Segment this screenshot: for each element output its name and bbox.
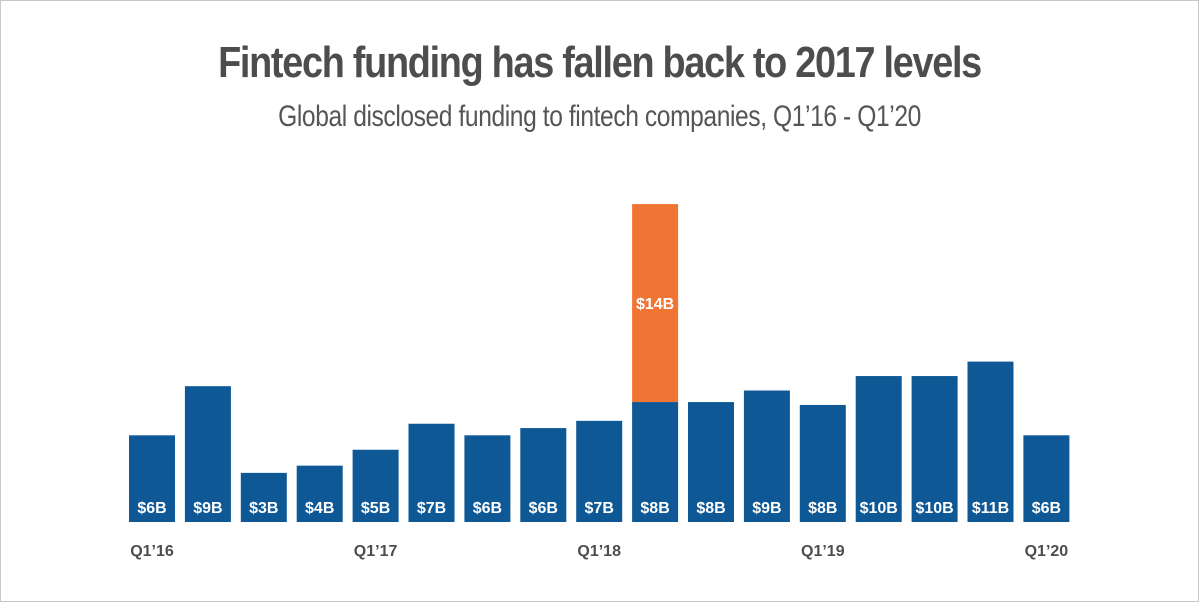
highlight-bar-segment bbox=[632, 204, 679, 403]
bar-value-label: $10B bbox=[860, 500, 898, 517]
bar bbox=[632, 402, 679, 522]
highlight-value-label: $14B bbox=[636, 296, 674, 313]
bar-value-label: $6B bbox=[1032, 500, 1061, 517]
bar-value-label: $5B bbox=[361, 500, 390, 517]
chart-title: Fintech funding has fallen back to 2017 … bbox=[218, 38, 982, 87]
bar bbox=[799, 404, 846, 522]
x-tick-label: Q1’20 bbox=[1025, 543, 1069, 560]
bar-value-label: $8B bbox=[640, 500, 669, 517]
bar bbox=[352, 449, 399, 522]
bar-value-label: $8B bbox=[696, 500, 725, 517]
bar bbox=[240, 472, 287, 522]
bar-value-label: $9B bbox=[752, 500, 781, 517]
bar-value-label: $7B bbox=[417, 500, 446, 517]
bar bbox=[855, 376, 902, 522]
bar-value-label: $9B bbox=[193, 500, 222, 517]
bar bbox=[743, 390, 790, 522]
bar bbox=[967, 361, 1014, 522]
bar bbox=[520, 428, 567, 522]
bar bbox=[184, 386, 231, 522]
bar-value-label: $6B bbox=[473, 500, 502, 517]
bar-value-label: $6B bbox=[529, 500, 558, 517]
x-tick-label: Q1’19 bbox=[801, 543, 845, 560]
x-tick-label: Q1’16 bbox=[130, 543, 174, 560]
x-tick-label: Q1’18 bbox=[577, 543, 621, 560]
bar-value-label: $11B bbox=[972, 500, 1009, 517]
bar bbox=[408, 423, 455, 522]
bar bbox=[688, 402, 734, 522]
bar-value-label: $6B bbox=[137, 500, 166, 517]
bar-value-label: $8B bbox=[808, 500, 837, 517]
bar bbox=[576, 420, 623, 522]
bar-value-label: $10B bbox=[915, 500, 953, 517]
bar-value-label: $3B bbox=[249, 500, 278, 517]
x-tick-label: Q1’17 bbox=[354, 543, 398, 560]
bar bbox=[296, 465, 343, 522]
bar-value-label: $4B bbox=[305, 500, 334, 517]
bar bbox=[129, 435, 175, 522]
chart-subtitle: Global disclosed funding to fintech comp… bbox=[278, 100, 921, 133]
bar bbox=[1023, 435, 1070, 522]
bar bbox=[464, 435, 511, 522]
bar-value-label: $7B bbox=[585, 500, 614, 517]
bar bbox=[911, 376, 958, 522]
